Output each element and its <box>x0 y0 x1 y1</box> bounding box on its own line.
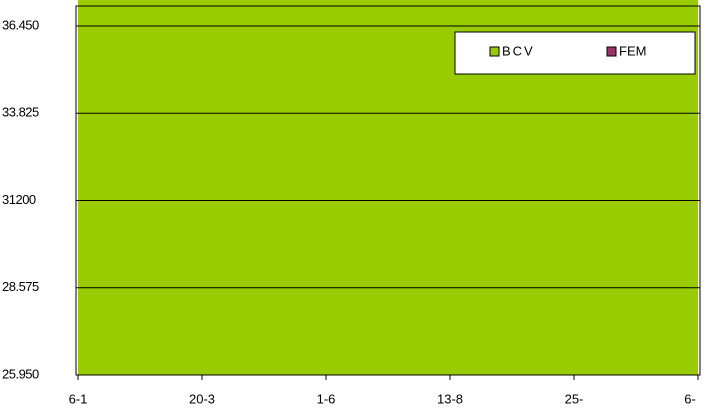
y-tick-label: 36.450 <box>2 17 39 32</box>
legend-swatch <box>606 46 617 57</box>
y-tick-label: 33.825 <box>2 105 39 120</box>
plot-border <box>75 5 701 376</box>
x-tick-label: 1-6 <box>317 391 336 406</box>
legend-label: FEM <box>619 43 646 58</box>
legend-swatch <box>489 46 500 57</box>
x-tick-label: 25- <box>565 391 584 406</box>
y-tick-label: 28.575 <box>2 279 39 294</box>
x-tick-label: 20-3 <box>189 391 215 406</box>
x-tick-label: 6- <box>684 391 696 406</box>
area <box>78 0 698 375</box>
legend-label: BCV <box>502 43 535 58</box>
y-tick-label: 25.950 <box>2 366 39 381</box>
y-tick-label: 31200 <box>2 192 36 207</box>
x-tick-label: 6-1 <box>69 391 88 406</box>
x-tick-label: 13-8 <box>437 391 463 406</box>
